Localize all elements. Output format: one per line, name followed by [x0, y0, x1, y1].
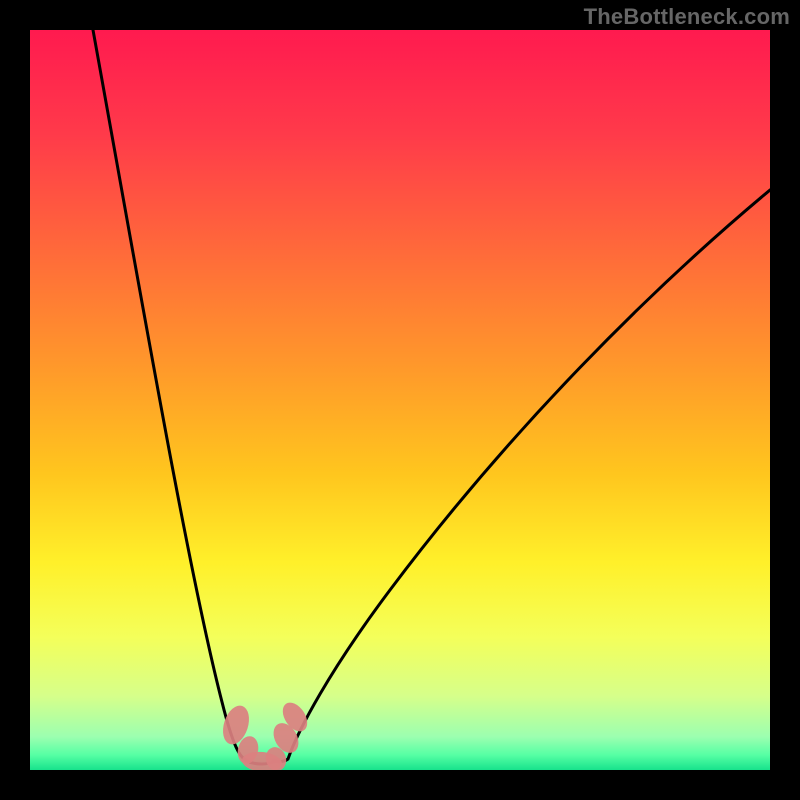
- plot-curves: [30, 30, 770, 770]
- curve-left: [93, 30, 248, 761]
- plot-area: [30, 30, 770, 770]
- watermark-text: TheBottleneck.com: [584, 4, 790, 30]
- image-root: TheBottleneck.com: [0, 0, 800, 800]
- curve-right: [273, 190, 770, 762]
